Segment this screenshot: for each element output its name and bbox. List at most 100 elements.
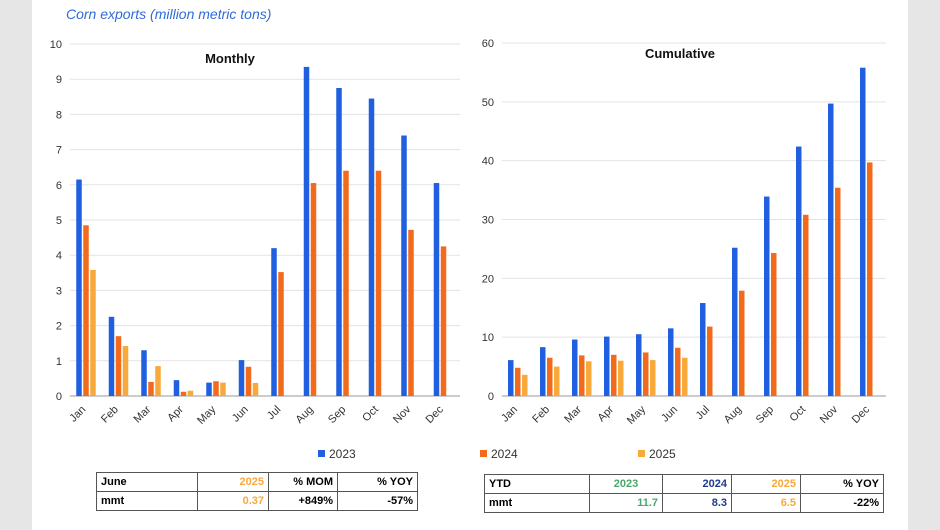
- legend-item-2024: 2024: [480, 447, 518, 461]
- table-cell: mmt: [484, 493, 590, 513]
- bar-2025-mar: [586, 361, 592, 396]
- bar-2024-oct: [375, 170, 382, 396]
- bar-2025-jan: [522, 374, 528, 396]
- x-tick-label: Oct: [360, 404, 381, 425]
- y-tick-label: 0: [488, 391, 494, 403]
- table-cell: % MOM: [268, 472, 338, 492]
- y-tick-label: 0: [56, 391, 62, 403]
- bar-2024-oct: [803, 214, 809, 396]
- bar-2023-dec: [433, 183, 440, 396]
- x-tick-label: Nov: [818, 403, 841, 426]
- bar-2024-dec: [440, 246, 447, 396]
- bar-2024-feb: [547, 357, 553, 396]
- bar-2023-jan: [508, 360, 514, 396]
- bar-2024-mar: [148, 381, 154, 396]
- bar-2023-jul: [700, 303, 706, 396]
- bar-2024-mar: [579, 355, 585, 396]
- x-tick-label: Apr: [165, 403, 186, 424]
- chart-subtitle: Corn exports (million metric tons): [66, 6, 272, 22]
- bar-2025-feb: [122, 346, 129, 396]
- bar-2024-may: [213, 381, 219, 396]
- monthly-summary-table: June 2025 % MOM % YOY mmt 0.37 +849% -57…: [96, 472, 418, 511]
- bar-2024-jul: [278, 272, 284, 396]
- x-tick-label: Jun: [230, 404, 251, 425]
- legend-swatch-2023: [318, 450, 325, 458]
- bar-2024-dec: [867, 162, 873, 396]
- bar-2025-feb: [554, 366, 560, 396]
- y-tick-label: 60: [482, 38, 494, 50]
- y-tick-label: 1: [56, 356, 62, 368]
- bar-2025-apr: [187, 390, 194, 396]
- bar-2023-may: [636, 334, 642, 396]
- bar-2024-may: [643, 352, 649, 396]
- legend-swatch-2024: [480, 450, 487, 458]
- x-tick-label: Mar: [131, 403, 153, 425]
- table-cell: 2023: [589, 474, 663, 494]
- x-tick-label: Jul: [265, 404, 283, 422]
- bar-2023-jul: [271, 248, 277, 396]
- bar-2025-may: [650, 360, 656, 396]
- y-tick-label: 5: [56, 215, 62, 227]
- x-tick-label: May: [195, 403, 219, 427]
- legend-item-2025: 2025: [638, 447, 676, 461]
- x-tick-label: Aug: [294, 404, 316, 426]
- bar-2024-jan: [83, 225, 89, 396]
- table-cell: 2025: [731, 474, 801, 494]
- legend-label-2025: 2025: [649, 447, 676, 461]
- table-cell: +849%: [268, 491, 338, 511]
- bar-2024-jul: [707, 326, 713, 396]
- y-tick-label: 7: [56, 145, 62, 157]
- x-tick-label: Oct: [788, 404, 809, 425]
- bar-2023-apr: [173, 380, 180, 396]
- table-cell: -57%: [337, 491, 418, 511]
- bar-2024-jun: [245, 366, 252, 396]
- bar-2023-aug: [303, 66, 310, 396]
- table-row: YTD 2023 2024 2025 % YOY: [484, 474, 884, 494]
- y-tick-label: 10: [50, 39, 62, 51]
- bar-2023-sep: [336, 88, 342, 396]
- bar-2025-jun: [682, 357, 688, 396]
- table-cell: 0.37: [197, 491, 269, 511]
- bar-2025-jan: [90, 269, 96, 396]
- bar-2023-mar: [572, 339, 578, 396]
- x-tick-label: Apr: [596, 403, 617, 424]
- bar-2023-feb: [540, 347, 546, 396]
- bar-2024-jun: [675, 347, 681, 396]
- chart-card: [32, 0, 908, 530]
- bar-2023-aug: [732, 247, 738, 396]
- bar-2023-mar: [141, 350, 147, 396]
- table-cell: % YOY: [337, 472, 418, 492]
- bar-2023-jun: [238, 360, 245, 396]
- ytd-summary-table: YTD 2023 2024 2025 % YOY mmt 11.7 8.3 6.…: [484, 474, 884, 513]
- bar-2024-nov: [835, 187, 841, 396]
- x-tick-label: Jan: [67, 404, 88, 425]
- bar-2023-jun: [668, 328, 674, 396]
- chart-title: Cumulative: [645, 46, 715, 61]
- bar-2025-apr: [618, 360, 624, 396]
- legend-label-2024: 2024: [491, 447, 518, 461]
- x-tick-label: Feb: [530, 404, 552, 426]
- y-tick-label: 4: [56, 250, 62, 262]
- table-cell: 11.7: [589, 493, 663, 513]
- bar-2024-apr: [180, 391, 187, 396]
- table-row: mmt 0.37 +849% -57%: [96, 491, 418, 511]
- bar-2023-sep: [764, 196, 770, 396]
- chart-title: Monthly: [205, 51, 256, 66]
- x-tick-label: Nov: [391, 403, 414, 426]
- x-tick-label: Sep: [754, 404, 776, 426]
- bar-2023-nov: [828, 103, 834, 397]
- bar-2024-sep: [343, 170, 349, 396]
- bar-2025-mar: [155, 366, 161, 396]
- y-tick-label: 3: [56, 285, 62, 297]
- bar-2023-apr: [604, 336, 610, 396]
- y-tick-label: 30: [482, 215, 494, 227]
- legend-label-2023: 2023: [329, 447, 356, 461]
- x-tick-label: Jan: [499, 404, 520, 425]
- charts-svg: 0 1 2 3 4 5 6 7 8 9 10 Monthly Jan Feb Mar Apr May Jun Jul…: [50, 38, 886, 427]
- x-tick-label: Aug: [722, 404, 744, 426]
- bar-2024-aug: [310, 183, 317, 396]
- table-cell: % YOY: [800, 474, 884, 494]
- bar-2023-oct: [368, 98, 375, 396]
- table-cell: 8.3: [662, 493, 732, 513]
- x-tick-label: Dec: [424, 403, 447, 426]
